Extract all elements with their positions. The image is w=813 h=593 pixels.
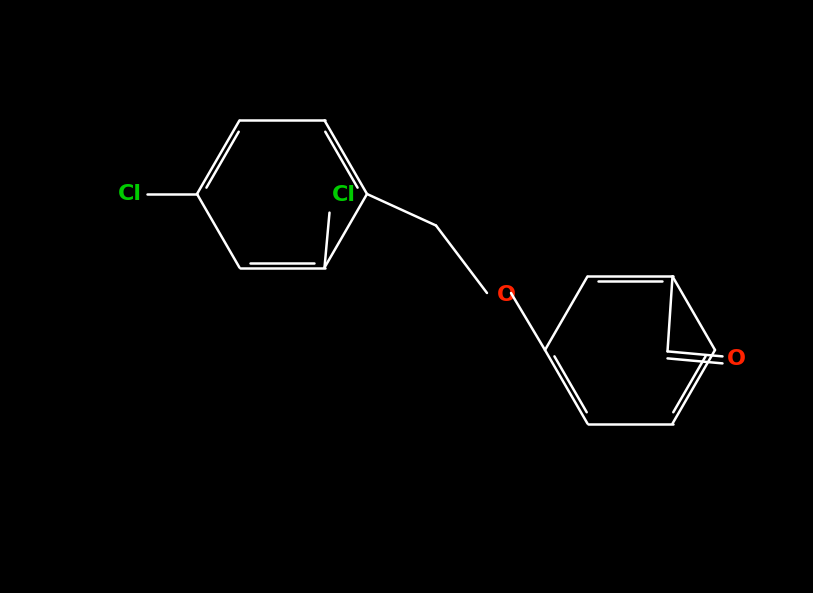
Text: O: O (497, 285, 516, 305)
Text: Cl: Cl (332, 184, 355, 205)
Text: O: O (727, 349, 746, 369)
Text: Cl: Cl (118, 184, 142, 204)
